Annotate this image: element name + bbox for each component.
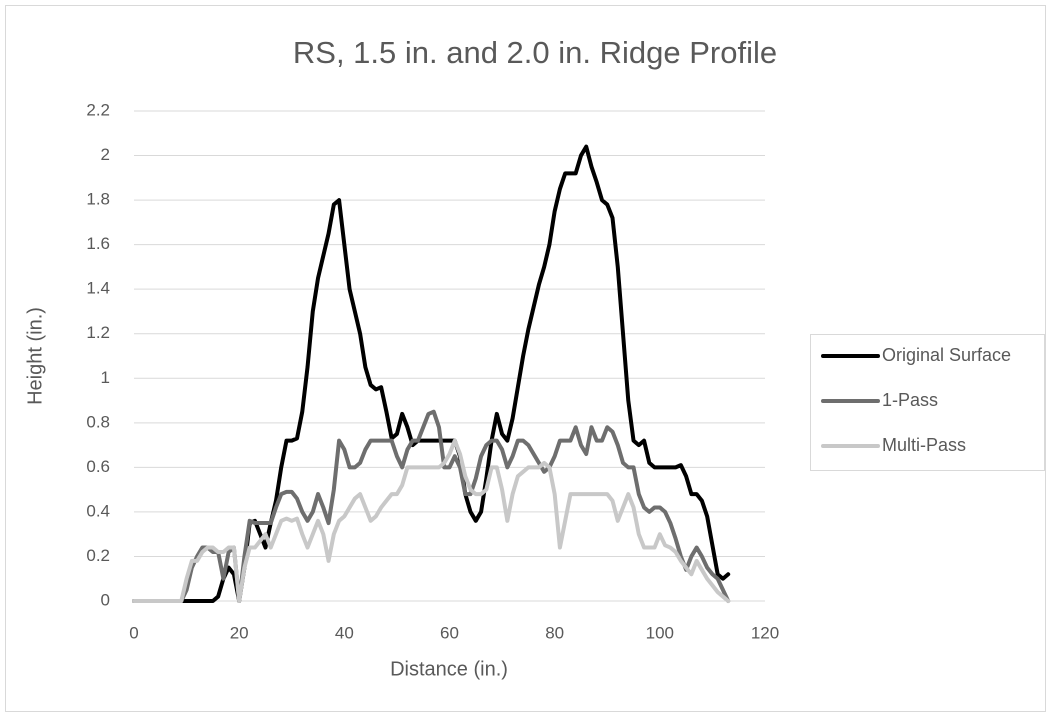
y-tick-label: 1.8 bbox=[86, 190, 110, 209]
x-tick-label: 40 bbox=[335, 623, 354, 642]
legend-label: 1-Pass bbox=[882, 390, 938, 410]
y-tick-label: 0 bbox=[101, 590, 110, 609]
data-line bbox=[132, 144, 731, 603]
y-tick-label: 1.6 bbox=[86, 234, 110, 253]
chart-title: RS, 1.5 in. and 2.0 in. Ridge Profile bbox=[293, 35, 777, 70]
y-axis-label: Height (in.) bbox=[24, 307, 46, 405]
y-tick-label: 0.4 bbox=[86, 501, 110, 520]
y-tick-label: 2.2 bbox=[86, 100, 110, 119]
y-tick-label: 0.8 bbox=[86, 412, 110, 431]
legend-label: Original Surface bbox=[882, 345, 1011, 365]
x-tick-label: 120 bbox=[751, 623, 779, 642]
y-tick-label: 1 bbox=[101, 368, 110, 387]
y-tick-label: 2 bbox=[101, 145, 110, 164]
x-tick-label: 60 bbox=[440, 623, 459, 642]
x-tick-label: 100 bbox=[646, 623, 674, 642]
y-tick-label: 0.6 bbox=[86, 457, 110, 476]
y-tick-label: 1.4 bbox=[86, 279, 110, 298]
x-tick-label: 20 bbox=[230, 623, 249, 642]
legend-label: Multi-Pass bbox=[882, 435, 966, 455]
x-axis-label: Distance (in.) bbox=[390, 658, 508, 680]
y-tick-label: 0.2 bbox=[86, 546, 110, 565]
x-tick-label: 80 bbox=[545, 623, 564, 642]
y-tick-label: 1.2 bbox=[86, 323, 110, 342]
data-line bbox=[132, 438, 731, 603]
x-tick-label: 0 bbox=[129, 623, 138, 642]
